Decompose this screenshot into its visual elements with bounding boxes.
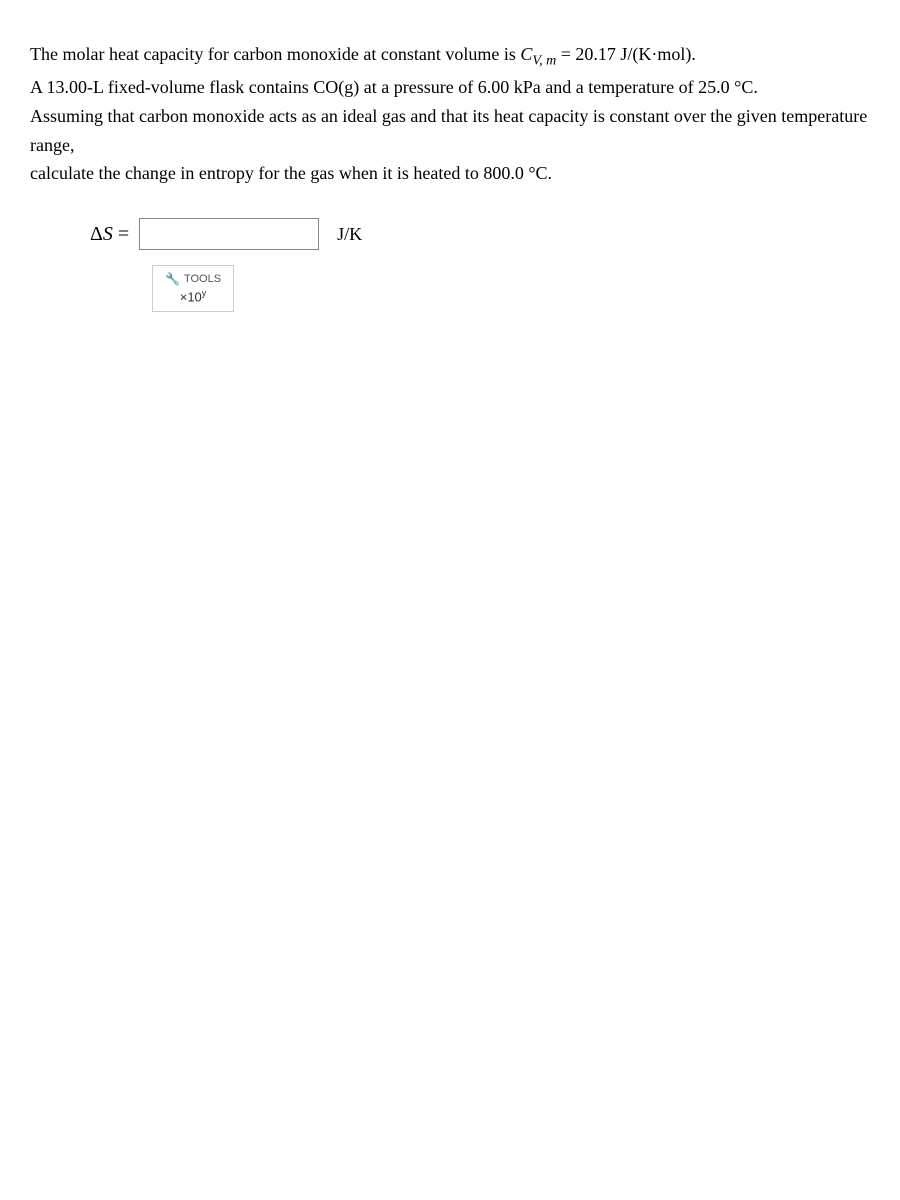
cv-variable: CV, m [520,44,556,64]
problem-line1-prefix: The molar heat capacity for carbon monox… [30,44,520,64]
problem-line1-equals: = 20.17 J/(K·mol). [556,44,696,64]
problem-line3: Assuming that carbon monoxide acts as an… [30,106,867,155]
problem-statement: The molar heat capacity for carbon monox… [30,40,870,188]
delta-s-label: ΔS = [90,223,129,246]
problem-line4: calculate the change in entropy for the … [30,163,552,183]
sci-notation: ×10y [180,288,207,304]
problem-content: The molar heat capacity for carbon monox… [0,0,900,352]
tools-label-row: 🔧 TOOLS [165,272,221,286]
tools-button[interactable]: 🔧 TOOLS ×10y [152,265,234,311]
problem-line2: A 13.00-L fixed-volume flask contains CO… [30,77,758,97]
wrench-icon: 🔧 [165,272,180,286]
unit-label: J/K [337,224,362,245]
tools-row: 🔧 TOOLS ×10y [152,265,870,311]
tools-text: TOOLS [184,273,221,285]
answer-input[interactable] [139,218,319,250]
answer-row: ΔS = J/K [90,218,870,250]
